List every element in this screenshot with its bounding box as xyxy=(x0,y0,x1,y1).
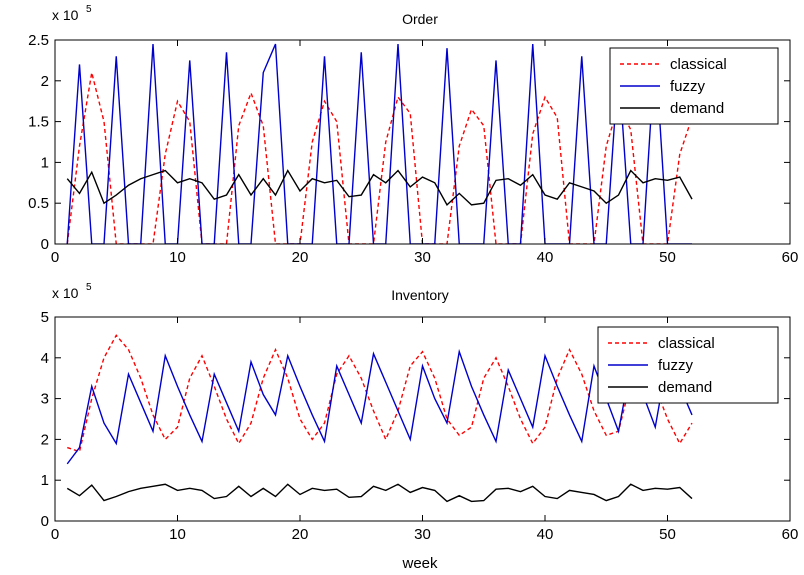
y-tick-label: 2 xyxy=(41,431,49,448)
legend: classical fuzzy demand xyxy=(609,47,779,125)
y-tick-label: 1 xyxy=(41,154,49,171)
x-tick-label: 0 xyxy=(51,249,59,266)
series-line-fuzzy xyxy=(66,43,692,244)
legend: classical fuzzy demand xyxy=(597,326,779,404)
y-tick-label: 4 xyxy=(41,350,49,367)
x-tick-label: 10 xyxy=(169,526,186,543)
x-tick-label: 50 xyxy=(659,526,676,543)
legend-label-demand: demand xyxy=(658,379,712,396)
series-line-fuzzy xyxy=(66,348,693,465)
x-tick-label: 30 xyxy=(414,526,431,543)
y-tick-label: 2 xyxy=(41,73,49,90)
chart-title: Order xyxy=(402,11,438,27)
chart-title: Inventory xyxy=(391,287,449,303)
y-tick-label: 1 xyxy=(41,472,49,489)
y-tick-label: 1.5 xyxy=(28,114,49,131)
x-tick-label: 60 xyxy=(782,526,799,543)
x-axis-label: week xyxy=(401,555,438,572)
legend-label-demand: demand xyxy=(670,100,724,117)
inventory-chart: Inventory x 10 5 week 0 10 20 30 40 50 60 0 1 2 3 4… xyxy=(41,282,799,572)
series-line-demand xyxy=(66,483,693,503)
series-group xyxy=(66,334,693,503)
y-multiplier: x 10 xyxy=(52,7,79,23)
y-tick-label: 3 xyxy=(41,391,49,408)
x-tick-label: 30 xyxy=(414,249,431,266)
legend-label-classical: classical xyxy=(658,335,715,352)
y-tick-label: 5 xyxy=(41,309,49,326)
x-tick-label: 0 xyxy=(51,526,59,543)
x-tick-label: 10 xyxy=(169,249,186,266)
series-group xyxy=(66,43,693,244)
order-chart: Order x 10 5 0 10 20 30 40 50 60 0 0.5 1 1.5 2 2.5 cl… xyxy=(28,4,798,266)
x-tick-label: 20 xyxy=(292,249,309,266)
y-tick-label: 0.5 xyxy=(28,195,49,212)
y-tick-label: 0 xyxy=(41,513,49,530)
x-tick-label: 20 xyxy=(292,526,309,543)
y-multiplier-exponent: 5 xyxy=(86,4,92,15)
x-tick-label: 60 xyxy=(782,249,799,266)
y-tick-label: 0 xyxy=(41,236,49,253)
series-line-demand xyxy=(66,169,693,206)
y-multiplier-exponent: 5 xyxy=(86,282,92,293)
x-tick-label: 40 xyxy=(537,249,554,266)
legend-label-fuzzy: fuzzy xyxy=(658,357,694,374)
x-tick-label: 40 xyxy=(537,526,554,543)
x-tick-label: 50 xyxy=(659,249,676,266)
series-line-classical xyxy=(67,334,693,453)
y-tick-label: 2.5 xyxy=(28,32,49,49)
legend-label-classical: classical xyxy=(670,56,727,73)
y-multiplier: x 10 xyxy=(52,285,79,301)
legend-label-fuzzy: fuzzy xyxy=(670,78,706,95)
